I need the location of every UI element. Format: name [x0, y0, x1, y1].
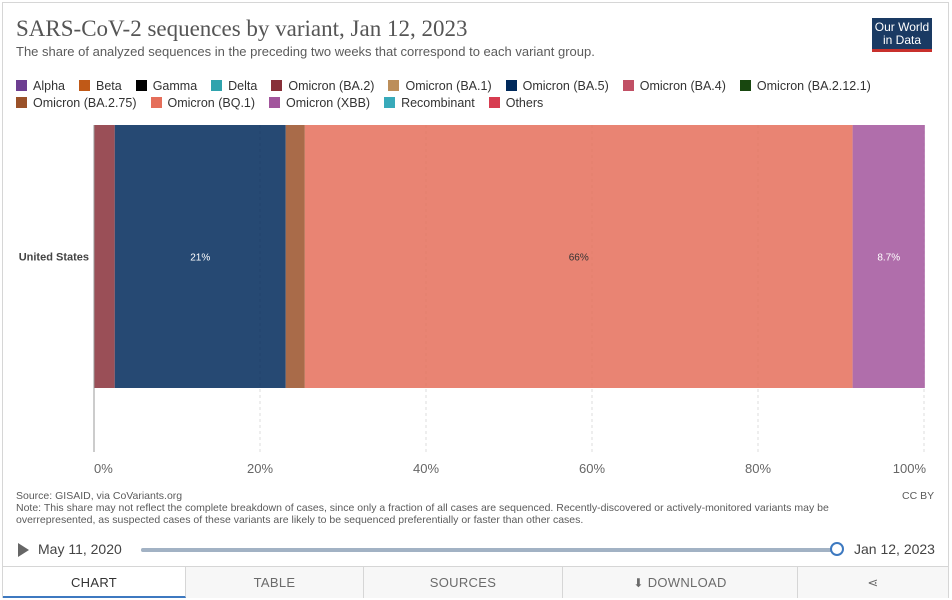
- legend-swatch: [384, 97, 396, 108]
- legend-swatch: [622, 80, 634, 91]
- legend-label: Gamma: [152, 78, 198, 93]
- data-label-omicron-ba-5: 21%: [190, 253, 210, 264]
- legend-item-omicron-ba-2-12-1[interactable]: Omicron (BA.2.12.1): [739, 77, 871, 94]
- legend-label: Omicron (XBB): [286, 95, 371, 110]
- legend-label: Omicron (BA.2.75): [33, 95, 137, 110]
- category-label: United States: [19, 252, 89, 264]
- legend-swatch: [78, 80, 90, 91]
- legend-label: Others: [505, 95, 544, 110]
- legend-item-omicron-ba-2[interactable]: Omicron (BA.2): [271, 77, 374, 94]
- timeline-track[interactable]: [141, 548, 838, 552]
- legend-swatch: [16, 80, 27, 91]
- data-label-omicron-bq-1: 66%: [569, 253, 589, 264]
- legend-swatch: [388, 80, 400, 91]
- legend-item-omicron-ba-4[interactable]: Omicron (BA.4): [622, 77, 726, 94]
- legend-label: Recombinant: [401, 95, 475, 110]
- legend-row: Omicron (BA.2.75) Omicron (BQ.1) Omicron (…: [16, 94, 916, 111]
- tab-bar: CHART TABLE SOURCES ⬇ DOWNLOAD ⋖: [3, 566, 948, 598]
- logo-line-2: in Data: [882, 33, 922, 47]
- legend-swatch: [271, 80, 283, 91]
- legend-item-omicron-bq-1[interactable]: Omicron (BQ.1): [150, 94, 256, 111]
- legend-swatch: [135, 80, 147, 91]
- chart-notes: Source: GISAID, via CoVariants.org Note:…: [16, 490, 876, 526]
- bar-omicron-bq-1[interactable]: [304, 125, 853, 388]
- license-link[interactable]: CC BY: [902, 490, 935, 502]
- tab-table[interactable]: TABLE: [186, 567, 364, 598]
- bar-omicron-ba-5[interactable]: [114, 125, 286, 388]
- bar-omicron-xbb[interactable]: [852, 125, 925, 388]
- x-tick-label: 20%: [247, 461, 273, 476]
- legend-label: Delta: [228, 78, 258, 93]
- timeline-end-label: Jan 12, 2023: [854, 541, 935, 557]
- tab-download[interactable]: ⬇ DOWNLOAD: [563, 567, 798, 598]
- tab-chart[interactable]: CHART: [3, 567, 186, 598]
- legend-item-omicron-ba-5[interactable]: Omicron (BA.5): [505, 77, 609, 94]
- x-tick-label: 40%: [413, 461, 439, 476]
- legend-label: Omicron (BQ.1): [167, 95, 256, 110]
- x-tick-label: 60%: [579, 461, 605, 476]
- legend-label: Omicron (BA.1): [405, 78, 492, 93]
- legend-swatch: [739, 80, 751, 91]
- legend-item-omicron-ba-1[interactable]: Omicron (BA.1): [388, 77, 492, 94]
- bar-omicron-ba-2[interactable]: [94, 125, 115, 388]
- legend-swatch: [269, 97, 281, 108]
- stacked-bar-chart: 21% 66% 8.7% United States 0% 20% 40% 60% 80% 100…: [19, 125, 927, 476]
- tab-sources[interactable]: SOURCES: [364, 567, 563, 598]
- legend-item-beta[interactable]: Beta: [78, 77, 122, 94]
- source-text: Source: GISAID, via CoVariants.org: [16, 490, 183, 502]
- timeline-track-fill: [141, 548, 838, 552]
- data-label-omicron-xbb: 8.7%: [877, 253, 900, 264]
- timeline-handle[interactable]: [830, 542, 844, 556]
- legend-item-recombinant[interactable]: Recombinant: [384, 94, 475, 111]
- legend-swatch: [150, 97, 162, 108]
- legend-label: Alpha: [33, 78, 65, 93]
- legend-item-omicron-ba-2-75[interactable]: Omicron (BA.2.75): [16, 94, 137, 111]
- x-tick-label: 100%: [893, 461, 927, 476]
- share-button[interactable]: ⋖: [798, 567, 948, 598]
- note-text: Note: This share may not reflect the com…: [16, 502, 829, 526]
- legend-item-omicron-xbb[interactable]: Omicron (XBB): [269, 94, 370, 111]
- download-icon: ⬇: [633, 576, 644, 590]
- legend-item-gamma[interactable]: Gamma: [135, 77, 198, 94]
- bar-omicron-ba-2-75[interactable]: [285, 125, 305, 388]
- tab-download-label: DOWNLOAD: [647, 575, 727, 590]
- legend-label: Beta: [95, 78, 122, 93]
- share-icon: ⋖: [867, 575, 879, 590]
- legend-swatch: [505, 80, 517, 91]
- legend-item-delta[interactable]: Delta: [211, 77, 257, 94]
- legend-label: Omicron (BA.2): [288, 78, 375, 93]
- legend-label: Omicron (BA.5): [522, 78, 609, 93]
- legend-swatch: [211, 80, 223, 91]
- timeline: May 11, 2020 Jan 12, 2023: [16, 540, 936, 560]
- play-icon[interactable]: [18, 543, 29, 557]
- legend: Alpha Beta Gamma Delta Omicron (BA.2) Omicron…: [16, 77, 916, 111]
- legend-swatch: [16, 97, 27, 108]
- legend-label: Omicron (BA.4): [639, 78, 726, 93]
- legend-label: Omicron (BA.2.12.1): [756, 78, 871, 93]
- logo-line-1: Our World: [874, 20, 930, 34]
- x-tick-label: 0%: [94, 461, 113, 476]
- chart-title: SARS-CoV-2 sequences by variant, Jan 12,…: [16, 16, 468, 41]
- legend-swatch: [488, 97, 500, 108]
- legend-item-others[interactable]: Others: [488, 94, 544, 111]
- legend-item-alpha[interactable]: Alpha: [16, 77, 65, 94]
- x-tick-label: 80%: [745, 461, 771, 476]
- chart-subtitle: The share of analyzed sequences in the p…: [16, 44, 595, 59]
- timeline-start-label: May 11, 2020: [38, 541, 122, 557]
- owid-logo[interactable]: Our World in Data: [872, 18, 932, 52]
- legend-row: Alpha Beta Gamma Delta Omicron (BA.2) Omicron…: [16, 77, 916, 94]
